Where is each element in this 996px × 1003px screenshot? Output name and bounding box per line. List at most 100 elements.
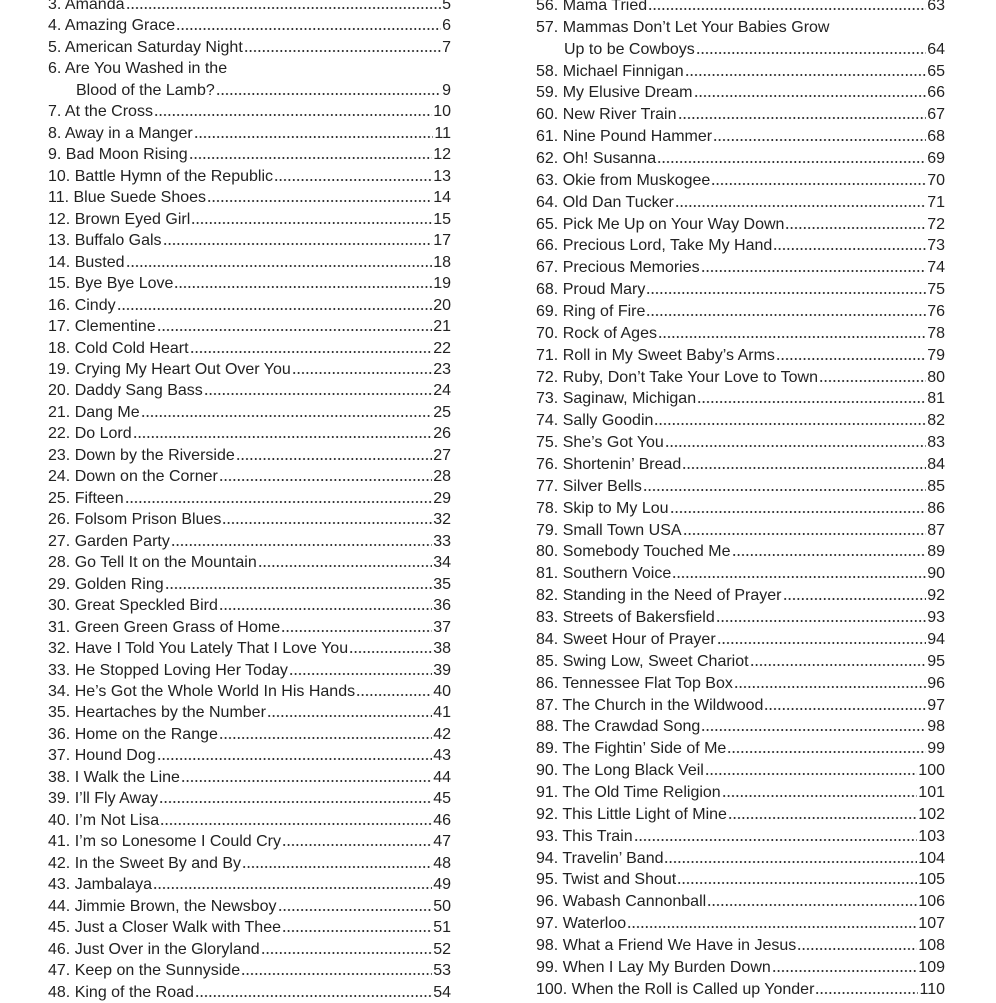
dot-leader [684, 73, 927, 76]
entry-title: 78. Skip to My Lou [536, 499, 669, 517]
dot-leader [170, 543, 433, 546]
page-number: 37 [433, 618, 451, 636]
page-number: 76 [927, 303, 945, 321]
dot-leader [654, 423, 927, 426]
entry-title: 25. Fifteen [48, 489, 124, 507]
toc-entry: 21. Dang Me 25 [48, 402, 451, 423]
dot-leader [727, 751, 927, 754]
entry-title: 8. Away in a Manger [48, 124, 193, 142]
page-number: 13 [433, 167, 451, 185]
page-number: 9 [442, 81, 451, 99]
dot-leader [153, 887, 433, 890]
dot-leader [677, 882, 918, 885]
page-number: 46 [433, 811, 451, 829]
entry-title: 99. When I Lay My Burden Down [536, 958, 771, 976]
page-number: 105 [918, 871, 945, 889]
toc-entry: 90. The Long Black Veil 100 [536, 760, 945, 782]
page-number: 67 [927, 106, 945, 124]
entry-title: 37. Hound Dog [48, 747, 156, 765]
dot-leader [733, 685, 927, 688]
toc-entry: 93. This Train 103 [536, 826, 945, 848]
page-number: 51 [433, 919, 451, 937]
page-number: 43 [433, 747, 451, 765]
toc-entry: 29. Golden Ring 35 [48, 574, 451, 595]
dot-leader [771, 969, 918, 972]
entry-title: 4. Amazing Grace [48, 17, 176, 35]
entry-title: 46. Just Over in the Gloryland [48, 940, 260, 958]
dot-leader [713, 139, 927, 142]
toc-entry: 70. Rock of Ages 78 [536, 323, 945, 345]
toc-entry: 5. American Saturday Night 7 [48, 37, 451, 58]
page-number: 29 [433, 489, 451, 507]
page-number: 48 [433, 854, 451, 872]
page-number: 89 [927, 543, 945, 561]
entry-title: 21. Dang Me [48, 403, 140, 421]
dot-leader [277, 908, 433, 911]
entry-title: 45. Just a Closer Walk with Thee [48, 919, 281, 937]
entry-title: 83. Streets of Bakersfield [536, 609, 715, 627]
dot-leader [785, 226, 927, 229]
dot-leader [266, 715, 433, 718]
page-number: 52 [433, 940, 451, 958]
toc-entry: 33. He Stopped Loving Her Today 39 [48, 660, 451, 681]
page-number: 19 [433, 275, 451, 293]
dot-leader [695, 51, 927, 54]
toc-entry: 18. Cold Cold Heart 22 [48, 338, 451, 359]
toc-entry: 99. When I Lay My Burden Down 109 [536, 957, 945, 979]
page-number: 33 [433, 532, 451, 550]
entry-title: 96. Wabash Cannonball [536, 893, 707, 911]
page-number: 82 [927, 412, 945, 430]
dot-leader [815, 991, 919, 994]
entry-title: 89. The Fightin’ Side of Me [536, 740, 727, 758]
toc-entry: 96. Wabash Cannonball 106 [536, 891, 945, 913]
toc-entry: 89. The Fightin’ Side of Me 99 [536, 738, 945, 760]
dot-leader [203, 393, 433, 396]
entry-title: 29. Golden Ring [48, 575, 164, 593]
entry-title: 62. Oh! Susanna [536, 150, 657, 168]
toc-entry: 46. Just Over in the Gloryland 52 [48, 939, 451, 960]
page-number: 73 [927, 237, 945, 255]
toc-entry: 12. Brown Eyed Girl 15 [48, 209, 451, 230]
toc-entry: 25. Fifteen 29 [48, 488, 451, 509]
toc-entry: 88. The Crawdad Song 98 [536, 716, 945, 738]
toc-entry: 98. What a Friend We Have in Jesus 108 [536, 935, 945, 957]
toc-entry: 40. I’m Not Lisa 46 [48, 810, 451, 831]
entry-title: 56. Mama Tried [536, 0, 648, 14]
dot-leader [716, 641, 927, 644]
dot-leader [657, 335, 927, 338]
dot-leader [125, 264, 433, 267]
toc-entry: 42. In the Sweet By and By 48 [48, 853, 451, 874]
toc-entry: 14. Busted 18 [48, 252, 451, 273]
entry-title: 58. Michael Finnigan [536, 62, 684, 80]
toc-entry: 41. I’m so Lonesome I Could Cry 47 [48, 831, 451, 852]
dot-leader [721, 794, 918, 797]
toc-entry: 66. Precious Lord, Take My Hand 73 [536, 235, 945, 257]
toc-entry: 72. Ruby, Don’t Take Your Love to Town 80 [536, 367, 945, 389]
entry-title: 44. Jimmie Brown, the Newsboy [48, 897, 277, 915]
toc-entry: 11. Blue Suede Shoes 14 [48, 187, 451, 208]
toc-entry: 47. Keep on the Sunnyside 53 [48, 960, 451, 981]
dot-leader [633, 838, 918, 841]
toc-entry: 4. Amazing Grace 6 [48, 15, 451, 36]
entry-title: 20. Daddy Sang Bass [48, 382, 203, 400]
page-number: 85 [927, 477, 945, 495]
page-number: 68 [927, 128, 945, 146]
page-number: 110 [919, 980, 945, 998]
entry-title: 65. Pick Me Up on Your Way Down [536, 215, 785, 233]
dot-leader [707, 904, 918, 907]
entry-title: 87. The Church in the Wildwood [536, 696, 764, 714]
entry-title: 84. Sweet Hour of Prayer [536, 630, 716, 648]
dot-leader [125, 7, 442, 9]
page-number: 49 [433, 876, 451, 894]
toc-entry-line: 6. Are You Washed in the [48, 58, 451, 79]
toc-entry: 28. Go Tell It on the Mountain 34 [48, 552, 451, 573]
page-number: 78 [927, 324, 945, 342]
entry-title: 15. Bye Bye Love [48, 275, 174, 293]
toc-entry: 44. Jimmie Brown, the Newsboy 50 [48, 896, 451, 917]
toc-entry-line: 57. Mammas Don’t Let Your Babies Grow [536, 17, 945, 39]
dot-leader [218, 608, 433, 611]
toc-entry: 79. Small Town USA 87 [536, 520, 945, 542]
page-number: 64 [927, 40, 945, 58]
toc-entry: 3. Amanda 5 [48, 0, 451, 15]
page-number: 38 [433, 640, 451, 658]
